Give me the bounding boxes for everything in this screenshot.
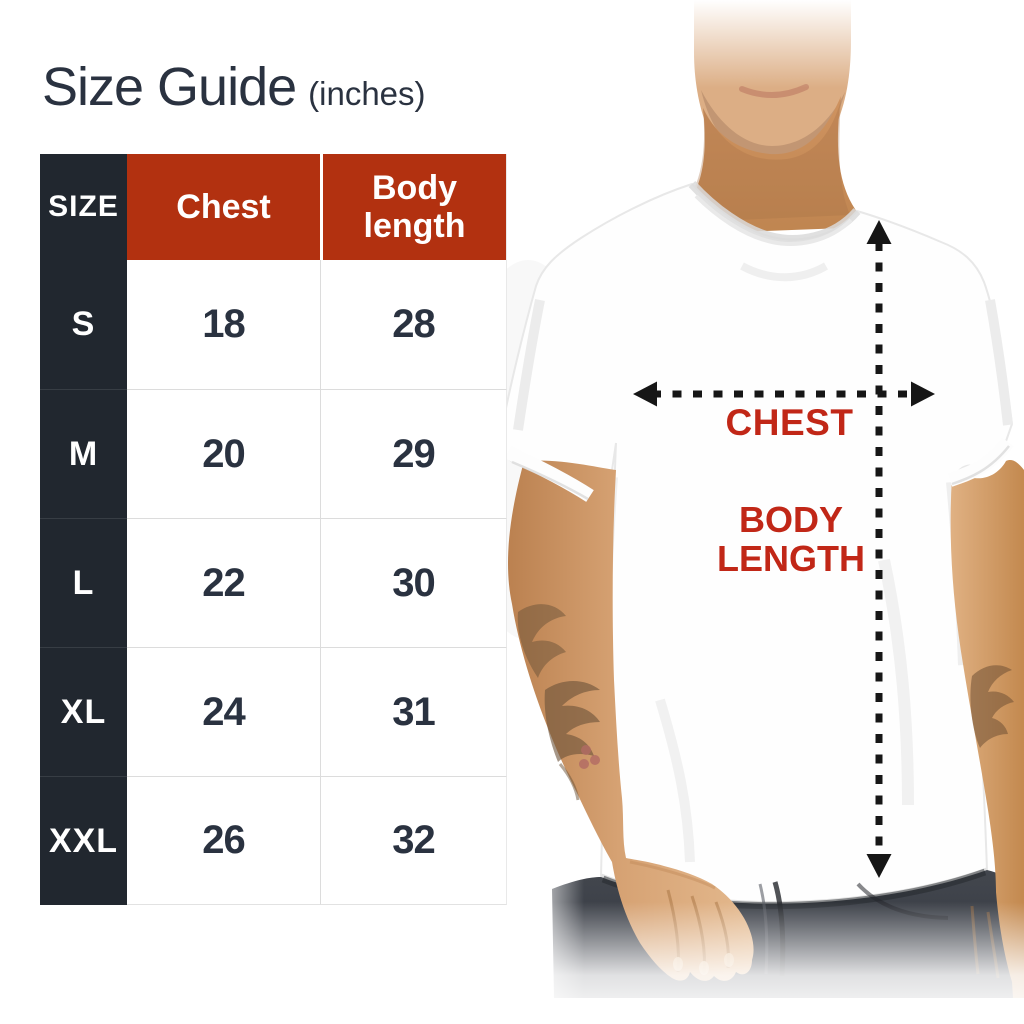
left-sleeve-hem bbox=[504, 445, 594, 502]
title-text: Size Guide bbox=[42, 57, 297, 117]
collar bbox=[688, 180, 861, 244]
col-header-size: SIZE bbox=[40, 154, 127, 260]
page-title: Size Guide (inches) bbox=[42, 56, 426, 118]
table-row-xl-body-length: 31 bbox=[320, 647, 507, 776]
col-header-body-length: Body length bbox=[320, 154, 507, 260]
table-row-m-body-length: 29 bbox=[320, 389, 507, 518]
table-row-m-size: M bbox=[40, 389, 127, 518]
col-header-size-label: SIZE bbox=[48, 190, 119, 223]
table-row-s-chest: 18 bbox=[127, 260, 320, 389]
title-unit-text: (inches) bbox=[308, 75, 426, 112]
col-header-chest: Chest bbox=[127, 154, 320, 260]
table-row-xl-chest: 24 bbox=[127, 647, 320, 776]
table-row-l-size: L bbox=[40, 518, 127, 647]
body-length-measure-label: BODY LENGTH bbox=[717, 499, 865, 579]
table-row-s-size: S bbox=[40, 260, 127, 389]
right-forearm-tattoo bbox=[970, 665, 1014, 748]
col-header-body-length-label: Body length bbox=[363, 168, 466, 245]
photo-top-fade bbox=[630, 0, 910, 88]
table-row-xxl-body-length: 32 bbox=[320, 776, 507, 905]
table-row-xxl-size: XXL bbox=[40, 776, 127, 905]
col-header-chest-label: Chest bbox=[176, 187, 271, 226]
table-row-m-chest: 20 bbox=[127, 389, 320, 518]
right-sleeve-hem bbox=[947, 437, 1014, 487]
table-row-l-body-length: 30 bbox=[320, 518, 507, 647]
size-table: SIZE Chest Body length S 18 28 M 20 29 L… bbox=[40, 154, 507, 905]
table-row-xl-size: XL bbox=[40, 647, 127, 776]
table-row-l-chest: 22 bbox=[127, 518, 320, 647]
chest-measure-arrow bbox=[633, 381, 935, 407]
left-forearm-tattoo bbox=[517, 604, 600, 801]
table-row-xxl-chest: 26 bbox=[127, 776, 320, 905]
body-length-measure-arrow bbox=[866, 220, 892, 878]
table-row-s-body-length: 28 bbox=[320, 260, 507, 389]
chest-measure-label: CHEST bbox=[725, 402, 854, 443]
photo-bottom-fade bbox=[440, 902, 1024, 1024]
